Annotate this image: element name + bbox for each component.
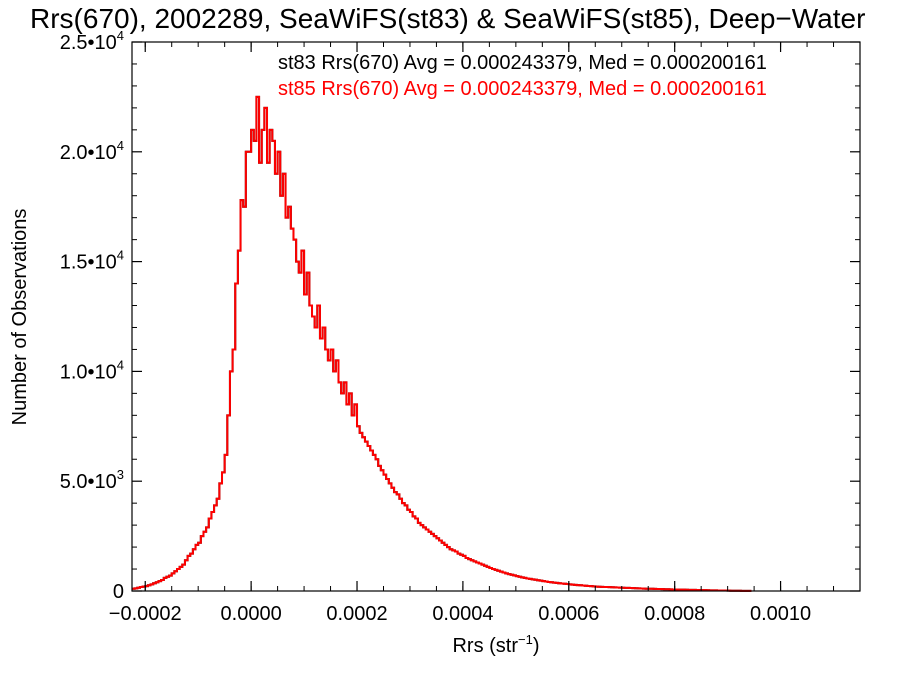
y-tick-label-4: 2.0•104 — [60, 138, 124, 164]
x-axis-ticks: −0.0002 0.0000 0.0002 0.0004 0.0006 0.0008 0.0… — [109, 42, 835, 625]
series-line-st85 — [132, 95, 752, 592]
x-axis-label-main: Rrs (str — [452, 635, 518, 657]
y-tick-label-2: 1.0•104 — [60, 357, 124, 383]
plot-frame — [131, 41, 861, 592]
x-tick-label-0: −0.0002 — [109, 603, 182, 625]
x-tick-label-1: 0.0000 — [221, 603, 282, 625]
x-tick-label-2: 0.0002 — [326, 603, 387, 625]
x-axis-label-suffix: ) — [533, 635, 540, 657]
series-layer — [132, 95, 752, 592]
x-tick-label-6: 0.0010 — [750, 603, 811, 625]
x-tick-label-3: 0.0004 — [432, 603, 493, 625]
x-axis-label: Rrs (str−1) — [452, 632, 539, 657]
y-axis-ticks: 0 5.0•103 1.0•104 1.5•104 2.0•104 2.5•104 — [60, 28, 860, 603]
y-tick-label-0: 0 — [113, 581, 124, 603]
chart-title: Rrs(670), 2002289, SeaWiFS(st83) & SeaWi… — [30, 3, 865, 34]
y-tick-label-3: 1.5•104 — [60, 248, 124, 274]
y-tick-label-1: 5.0•103 — [60, 467, 124, 493]
y-axis-label: Number of Observations — [9, 209, 31, 426]
x-tick-label-5: 0.0008 — [644, 603, 705, 625]
legend-st83: st83 Rrs(670) Avg = 0.000243379, Med = 0… — [278, 52, 767, 74]
legend: st83 Rrs(670) Avg = 0.000243379, Med = 0… — [278, 52, 767, 100]
legend-st85: st85 Rrs(670) Avg = 0.000243379, Med = 0… — [278, 78, 767, 100]
x-axis-label-superscript: −1 — [518, 632, 533, 647]
series-line-st83 — [132, 95, 752, 592]
y-tick-label-5: 2.5•104 — [60, 28, 124, 54]
x-tick-label-4: 0.0006 — [538, 603, 599, 625]
